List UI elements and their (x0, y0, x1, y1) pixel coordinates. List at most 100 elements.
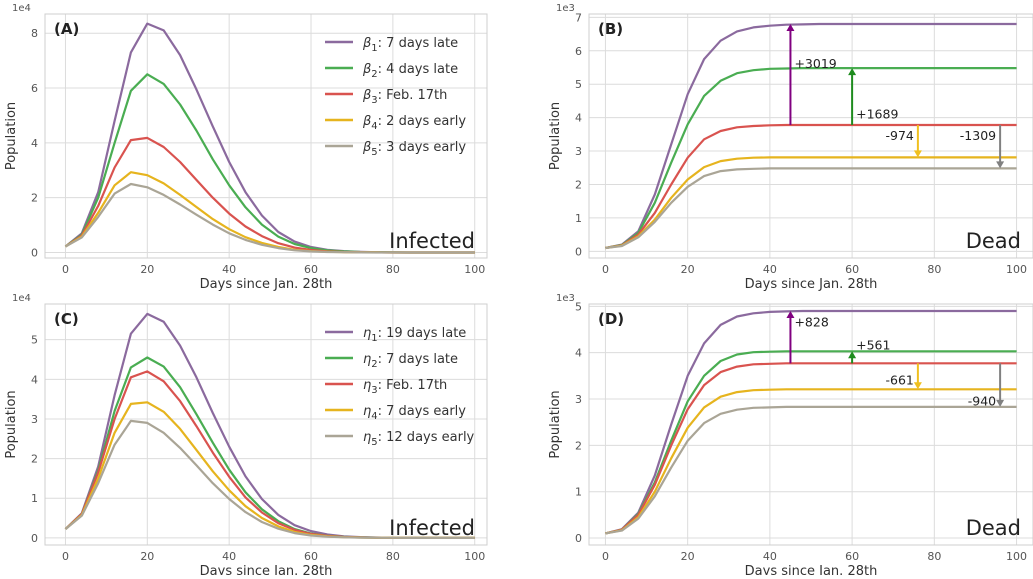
series-line-5 (64, 182, 475, 254)
x-tick-label: 100 (464, 550, 485, 563)
arrow-head (996, 399, 1005, 407)
plot-frame (588, 303, 1033, 546)
x-tick-label: 40 (222, 550, 236, 563)
series-line-5 (605, 167, 1017, 250)
y-axis-label: Population (548, 102, 563, 170)
legend-symbol: η (363, 404, 371, 419)
annotation-label: +3019 (794, 56, 836, 71)
y-tick-label: 6 (575, 45, 582, 58)
y-tick-label: 0 (575, 532, 582, 545)
x-tick-label: 20 (140, 550, 154, 563)
x-tick-label: 40 (763, 550, 777, 563)
annotation-label: -940 (968, 393, 996, 408)
y-multiplier: 1e3 (556, 293, 575, 304)
series-line-1 (64, 22, 475, 254)
arrow-head (848, 351, 857, 359)
y-tick-label: 1 (575, 212, 582, 225)
x-tick-label: 60 (304, 550, 318, 563)
y-tick-label: 2 (575, 439, 582, 452)
y-tick-label: 8 (31, 27, 38, 40)
legend-text: : 19 days late (378, 326, 467, 341)
y-tick-label: 0 (31, 532, 38, 545)
y-tick-label: 3 (575, 145, 582, 158)
series-line-1 (605, 22, 1017, 250)
y-multiplier: 1e3 (556, 3, 575, 14)
x-tick-label: 0 (602, 550, 609, 563)
y-tick-label: 2 (31, 192, 38, 205)
x-tick-label: 80 (927, 263, 941, 276)
x-axis-label: Days since Jan. 28th (200, 277, 333, 292)
y-tick-label: 2 (575, 178, 582, 191)
x-tick-label: 80 (927, 550, 941, 563)
series-line-4 (605, 388, 1017, 535)
x-tick-label: 100 (1006, 263, 1027, 276)
annotation-label: -661 (886, 372, 914, 387)
y-tick-label: 4 (575, 347, 582, 360)
panel-c: 0 20 40 60 80 100 0 1 2 3 4 5 1e4 Days since Jan. 28t… (4, 293, 488, 579)
legend-text: : 3 days early (378, 140, 467, 155)
legend-subscript: 4 (371, 411, 377, 422)
x-tick-label: 80 (386, 550, 400, 563)
legend-entry: β3: Feb. 17th (362, 88, 447, 106)
panel-label: (A) (54, 20, 79, 38)
legend-symbol: β (362, 140, 371, 155)
legend-text: : 7 days late (378, 352, 458, 367)
x-tick-label: 20 (140, 263, 154, 276)
panel-a: 0 20 40 60 80 100 0 2 4 6 8 1e4 Days since Jan. 28th… (4, 3, 488, 292)
panel-label: (B) (598, 20, 623, 38)
legend-subscript: 5 (371, 147, 377, 158)
legend-entry: β5: 3 days early (362, 140, 466, 158)
x-tick-label: 20 (681, 263, 695, 276)
arrow-head (913, 150, 922, 158)
corner-label: Infected (389, 229, 475, 253)
y-tick-label: 4 (575, 112, 582, 125)
y-tick-label: 1 (575, 486, 582, 499)
plot-frame (44, 303, 488, 546)
arrow-head (996, 161, 1005, 169)
panel-label: (C) (54, 310, 79, 328)
legend-symbol: η (363, 430, 371, 445)
x-tick-label: 0 (62, 550, 69, 563)
y-tick-label: 2 (31, 453, 38, 466)
y-tick-label: 1 (31, 492, 38, 505)
legend-symbol: β (362, 62, 371, 77)
y-tick-label: 0 (575, 245, 582, 258)
legend-text: : 7 days early (378, 404, 467, 419)
x-tick-label: 100 (464, 263, 485, 276)
legend-subscript: 3 (371, 95, 377, 106)
legend-symbol: β (362, 88, 371, 103)
series-line-4 (605, 156, 1017, 250)
legend-subscript: 1 (371, 333, 377, 344)
y-tick-label: 4 (31, 137, 38, 150)
legend-symbol: η (363, 378, 371, 393)
y-axis-label: Population (4, 102, 19, 170)
series-line-3 (605, 123, 1017, 250)
legend-entry: β1: 7 days late (362, 36, 458, 54)
x-tick-label: 20 (681, 550, 695, 563)
y-tick-label: 3 (575, 393, 582, 406)
x-tick-label: 100 (1006, 550, 1027, 563)
legend-text: : Feb. 17th (378, 378, 448, 393)
legend-symbol: β (362, 36, 371, 51)
legend-entry: η4: 7 days early (363, 404, 466, 422)
legend-entry: η1: 19 days late (363, 326, 466, 344)
x-tick-label: 60 (845, 550, 859, 563)
legend-text: : 12 days early (378, 430, 475, 445)
legend-entry: η5: 12 days early (363, 430, 475, 448)
y-multiplier: 1e4 (12, 3, 31, 14)
series-line-5 (64, 419, 475, 540)
legend-subscript: 5 (371, 437, 377, 448)
legend-subscript: 4 (371, 121, 377, 132)
legend-text: : 7 days late (378, 36, 458, 51)
legend-symbol: β (362, 114, 371, 129)
series-line-3 (605, 362, 1017, 535)
x-tick-label: 60 (304, 263, 318, 276)
y-tick-label: 6 (31, 82, 38, 95)
legend-text: : Feb. 17th (378, 88, 448, 103)
annotation-label: +1689 (856, 106, 898, 121)
